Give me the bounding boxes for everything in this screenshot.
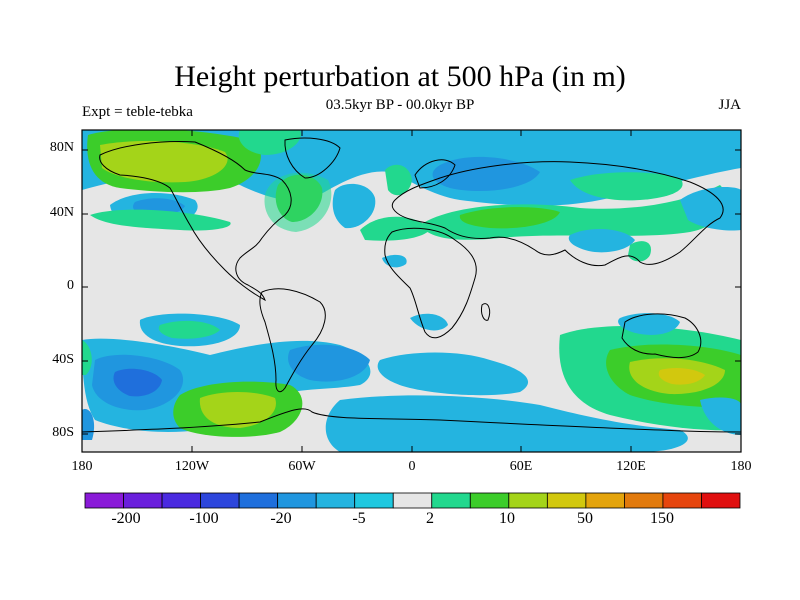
colorbar-segment (161, 492, 201, 509)
colorbar (84, 492, 741, 509)
colorbar-label: -20 (270, 510, 292, 527)
anomaly-region-eurasia-core (459, 207, 560, 229)
anomaly-region-eurasia-positive-2 (570, 172, 683, 201)
colorbar-segment (238, 492, 279, 509)
axis-ticks (81, 130, 742, 452)
lat-label-40s: 40S (52, 352, 74, 367)
anomaly-region-amundsen-core (199, 392, 276, 428)
anomaly-region-na-positive-core (100, 140, 228, 183)
colorbar-segment (624, 492, 664, 509)
colorbar-segment (508, 492, 548, 509)
lon-label-120e: 120E (616, 459, 646, 474)
colorbar-segment (546, 492, 587, 509)
anomaly-field (82, 130, 741, 452)
lon-label-180e: 180 (730, 459, 752, 474)
anomaly-region-arctic-negative-strong (432, 156, 540, 192)
anomaly-region-labrador-outer (264, 172, 332, 232)
season-label: JJA (718, 97, 741, 113)
colorbar-segment (123, 492, 163, 509)
colorbar-segment (585, 492, 625, 509)
anomaly-region-south-atlantic-negative (377, 352, 529, 396)
colorbar-segment (431, 492, 471, 509)
lat-label-0: 0 (67, 278, 74, 293)
lon-label-60w: 60W (288, 459, 316, 474)
coast-eurasia (391, 161, 724, 267)
coast-north-america (99, 141, 292, 302)
anomaly-region-atlantic-green (360, 216, 430, 241)
lat-label-80n: 80N (49, 140, 74, 155)
colorbar-segment (84, 492, 124, 509)
anomaly-region-se-edge-negative (700, 397, 741, 435)
colorbar-segment (469, 492, 510, 509)
colorbar-label: 10 (499, 510, 515, 527)
coast-madagascar (481, 303, 491, 321)
anomaly-region-australia-inner (658, 367, 705, 385)
anomaly-region-south-pacific-green-core (158, 320, 220, 339)
colorbar-label: 50 (577, 510, 593, 527)
colorbar-label: 2 (426, 510, 434, 527)
colorbar-segment (354, 492, 394, 509)
coast-south-america (259, 288, 326, 393)
lon-label-120w: 120W (174, 459, 210, 474)
colorbar-label: -100 (189, 510, 219, 527)
anomaly-region-nw-pacific-negative (680, 187, 741, 231)
anomaly-region-se-pacific-green (82, 340, 92, 375)
colorbar-segment (662, 492, 702, 509)
coastlines (82, 137, 741, 433)
map-subtitle: 03.5kyr BP - 00.0kyr BP (325, 97, 475, 113)
coast-antarctica (82, 408, 741, 433)
anomaly-region-indian-negative (410, 313, 448, 331)
anomaly-region-asia-green (628, 241, 651, 262)
colorbar-segment (277, 492, 317, 509)
anomaly-region-atlantic-south-negative (288, 344, 370, 382)
lat-label-80s: 80S (52, 425, 74, 440)
lon-label-180w: 180 (71, 459, 93, 474)
lon-label-0: 0 (408, 459, 416, 474)
anomaly-region-south-pacific-negative-core (113, 368, 162, 397)
anomaly-region-asia-negative (568, 228, 635, 253)
coast-scandinavia (414, 159, 456, 189)
experiment-label: Expt = teble-tebka (82, 104, 193, 120)
colorbar-label: 150 (650, 510, 674, 527)
lon-label-60e: 60E (509, 459, 533, 474)
colorbar-segment (200, 492, 240, 509)
anomaly-region-australia-negative (618, 313, 680, 335)
anomaly-region-atlantic-negative (332, 183, 376, 229)
coast-greenland (284, 137, 341, 179)
coast-australia (621, 313, 702, 358)
anomaly-region-pacific-green (90, 209, 231, 231)
coast-africa (384, 227, 477, 339)
colorbar-segment (392, 492, 433, 509)
colorbar-label: -5 (352, 510, 366, 527)
anomaly-region-europe-green (385, 164, 412, 196)
colorbar-label: -200 (111, 510, 141, 527)
anomaly-region-tropical-negative (382, 254, 407, 268)
lat-label-40n: 40N (49, 205, 74, 220)
colorbar-segment (701, 492, 741, 509)
colorbar-segment (315, 492, 356, 509)
map-title: Height perturbation at 500 hPa (in m) (174, 60, 626, 93)
